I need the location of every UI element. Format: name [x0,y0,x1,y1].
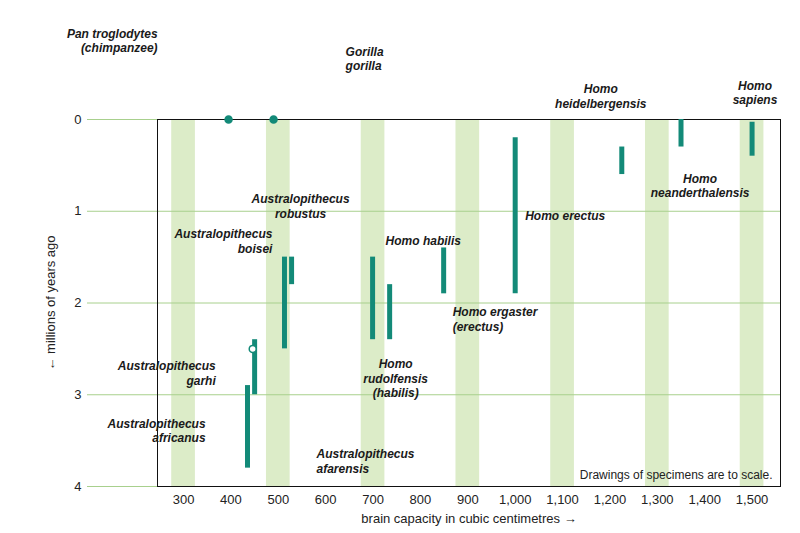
svg-text:1: 1 [74,203,81,218]
svg-text:Australopithecusafricanus: Australopithecusafricanus [107,417,206,445]
svg-text:Homoneanderthalensis: Homoneanderthalensis [651,172,750,200]
svg-text:Homosapiens: Homosapiens [733,79,778,107]
svg-text:Homo habilis: Homo habilis [386,234,462,248]
svg-text:500: 500 [267,492,289,507]
svg-text:1,300: 1,300 [641,492,674,507]
svg-text:1,200: 1,200 [594,492,627,507]
svg-text:1,100: 1,100 [546,492,579,507]
svg-text:1,000: 1,000 [499,492,532,507]
svg-text:1,500: 1,500 [736,492,769,507]
svg-text:300: 300 [173,492,195,507]
svg-text:800: 800 [410,492,432,507]
svg-text:2: 2 [74,295,81,310]
svg-text:Drawings of specimens are to s: Drawings of specimens are to scale. [580,468,773,482]
svg-text:700: 700 [362,492,384,507]
svg-text:3: 3 [74,387,81,402]
svg-text:Homorudolfensis(habilis): Homorudolfensis(habilis) [363,357,428,400]
svg-text:Gorillagorilla: Gorillagorilla [345,45,384,73]
svg-text:Homoheidelbergensis: Homoheidelbergensis [555,82,647,110]
svg-text:Homo erectus: Homo erectus [525,209,605,223]
svg-text:brain capacity in cubic centim: brain capacity in cubic centimetres → [361,511,576,526]
svg-text:900: 900 [457,492,479,507]
svg-text:Homo ergaster(erectus): Homo ergaster(erectus) [453,305,539,333]
svg-text:600: 600 [315,492,337,507]
svg-text:Australopithecusrobustus: Australopithecusrobustus [251,192,350,220]
svg-text:Pan troglodytes(chimpanzee): Pan troglodytes(chimpanzee) [67,27,158,55]
svg-text:Australopithecusgarhi: Australopithecusgarhi [117,359,217,387]
svg-text:0: 0 [74,112,81,127]
svg-text:← millions of years ago: ← millions of years ago [43,235,58,370]
svg-text:4: 4 [74,479,81,494]
svg-text:400: 400 [220,492,242,507]
svg-text:Australopithecusafarensis: Australopithecusafarensis [316,447,415,475]
svg-text:1,400: 1,400 [688,492,721,507]
svg-text:Australopithecusboisei: Australopithecusboisei [173,227,273,255]
